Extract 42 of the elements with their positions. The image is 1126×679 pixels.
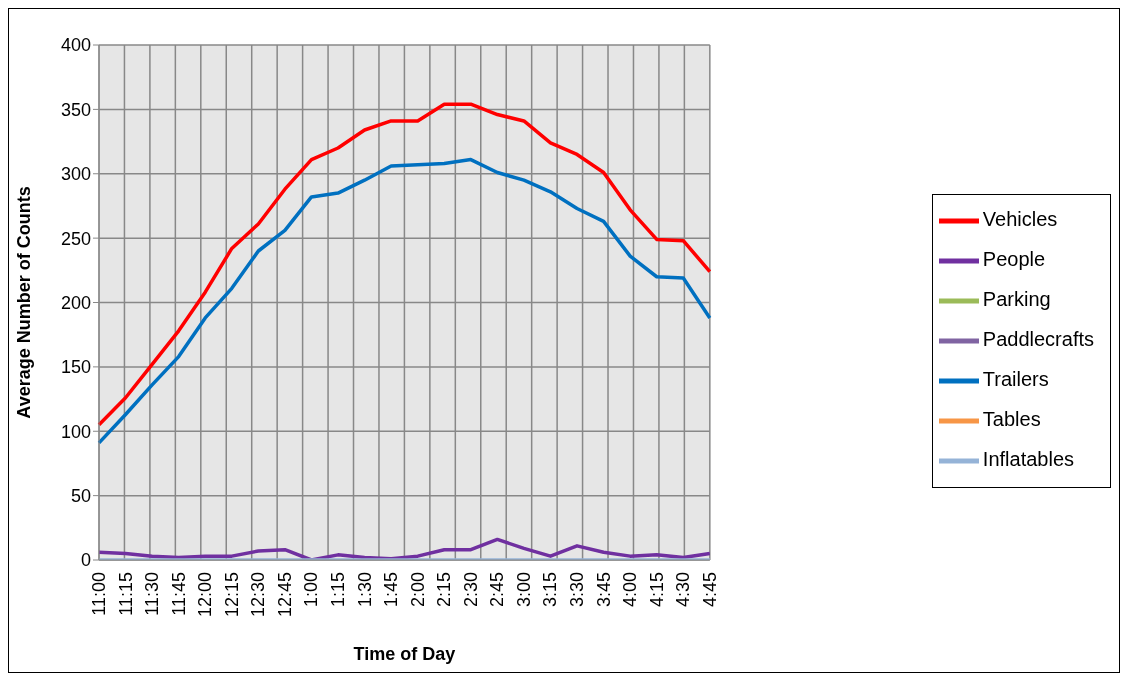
x-tick-label: 1:30 [354,572,375,608]
x-tick-label: 3:45 [593,572,614,608]
x-tick-label: 11:30 [142,572,163,616]
y-tick-label: 150 [60,357,91,378]
x-tick-label: 3:30 [567,572,588,608]
x-tick-label: 11:45 [168,572,189,616]
y-tick-label: 200 [60,292,91,313]
x-tick-label: 12:00 [195,572,216,618]
y-tick-label: 350 [60,99,91,120]
x-axis-title: Time of Day [353,644,456,664]
legend-label: Trailers [982,367,1049,390]
y-axis-title: Average Number of Counts [14,186,35,419]
x-tick-label: 2:00 [407,572,428,608]
legend-label: Vehicles [982,207,1058,230]
y-tick-label: 0 [80,550,91,571]
x-tick-label: 12:45 [274,572,295,618]
x-tick-label: 11:15 [115,572,136,616]
x-tick-label: 4:45 [699,572,720,608]
x-tick-label: 2:15 [434,572,455,608]
x-tick-label: 12:15 [221,572,242,618]
x-tick-label: 11:00 [89,572,109,616]
x-tick-label: 4:15 [646,572,667,608]
x-tick-label: 3:00 [513,572,534,608]
x-tick-label: 4:00 [620,572,641,608]
legend-label: Paddlecrafts [982,327,1094,350]
x-tick-label: 4:30 [673,572,694,608]
y-tick-label: 50 [70,486,91,507]
x-tick-label: 3:15 [540,572,561,608]
x-tick-label: 2:30 [460,572,481,608]
x-tick-label: 1:15 [328,572,349,608]
legend-label: Parking [982,287,1051,310]
y-tick-label: 400 [60,35,91,56]
y-tick-label: 250 [60,228,91,249]
legend-label: Tables [982,407,1041,430]
legend-label: Inflatables [982,447,1074,470]
y-tick-label: 300 [60,164,91,185]
legend-label: People [982,247,1046,270]
x-tick-label: 1:45 [381,572,402,608]
x-tick-label: 2:45 [487,572,508,608]
x-tick-label: 1:00 [301,572,322,608]
y-tick-label: 100 [60,421,91,442]
x-tick-label: 12:30 [248,572,269,618]
